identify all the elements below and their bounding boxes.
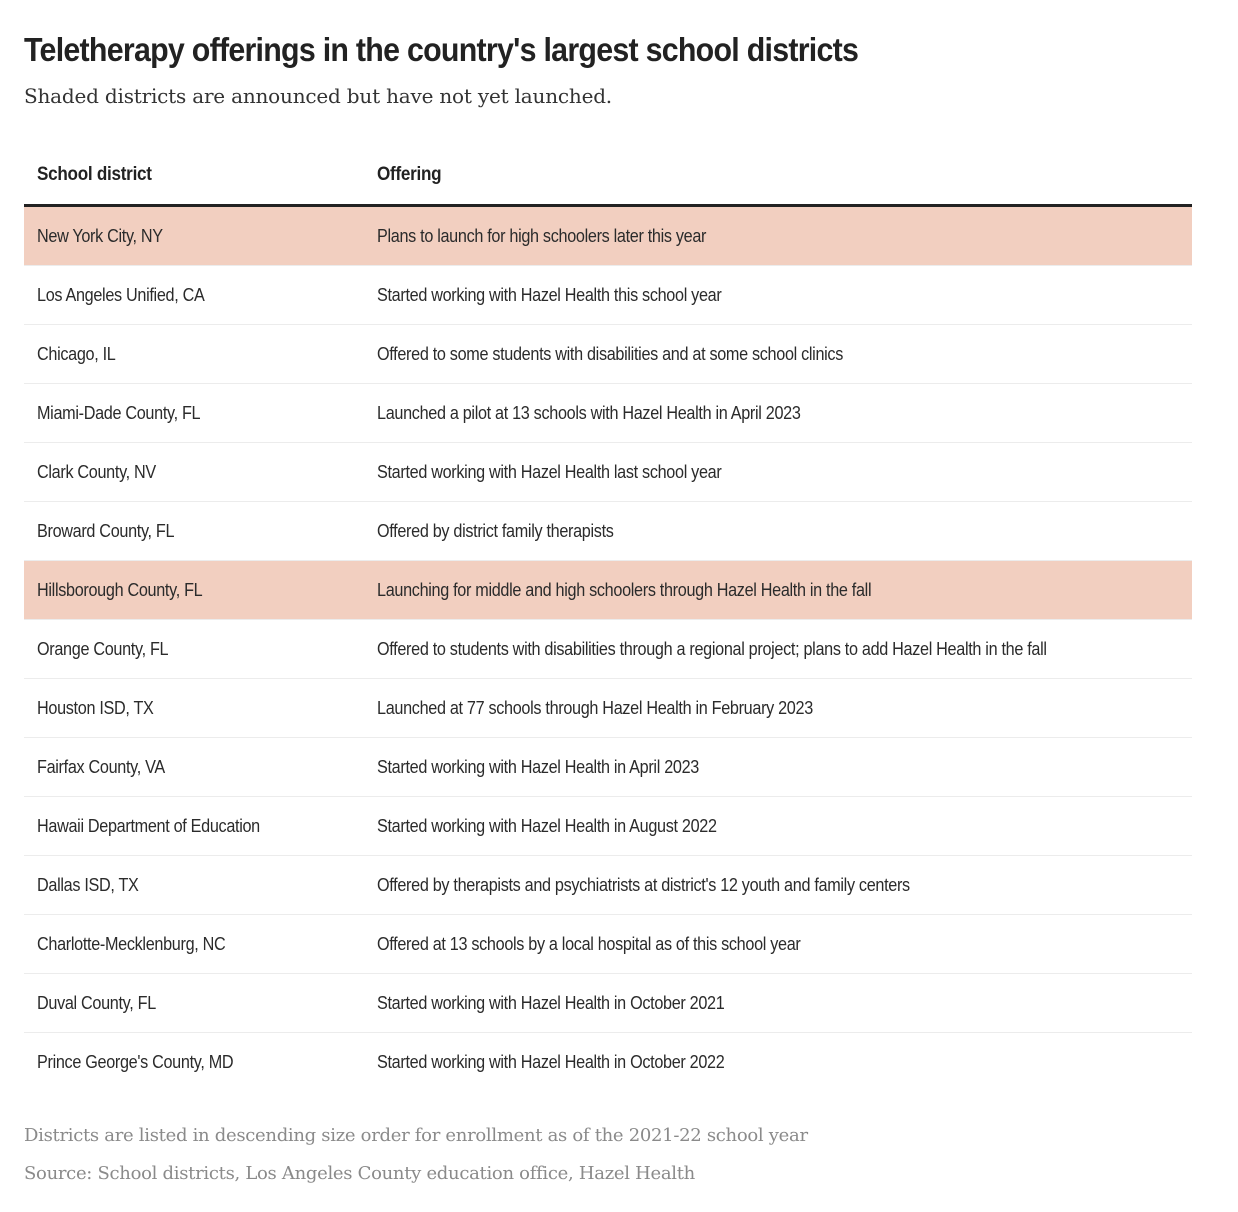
offering-text: Started working with Hazel Health last s… [377, 461, 722, 482]
offering-cell: Plans to launch for high schoolers later… [364, 205, 1192, 266]
ordering-note: Districts are listed in descending size … [24, 1125, 808, 1146]
offering-text: Started working with Hazel Health in Apr… [377, 756, 699, 777]
district-cell: Chicago, IL [24, 324, 364, 384]
offering-text: Started working with Hazel Health in Oct… [377, 992, 725, 1013]
offering-text: Offered to students with disabilities th… [377, 638, 1047, 659]
district-cell: Los Angeles Unified, CA [24, 265, 364, 325]
offering-cell: Started working with Hazel Health this s… [364, 265, 1192, 325]
district-name: Charlotte-Mecklenburg, NC [37, 933, 226, 954]
offering-text: Started working with Hazel Health in Oct… [377, 1051, 725, 1072]
table-row: Orange County, FL Offered to students wit… [24, 619, 1192, 679]
table-row: Hawaii Department of Education Started wo… [24, 796, 1192, 856]
district-name: Dallas ISD, TX [37, 874, 139, 895]
column-header-offering: Offering [364, 146, 1192, 207]
chart-container: Teletherapy offerings in the country's l… [24, 28, 1192, 1193]
offering-text: Started working with Hazel Health this s… [377, 284, 722, 305]
column-header-district-label: School district [37, 164, 152, 185]
table-body: New York City, NY Plans to launch for hig… [24, 205, 1192, 1092]
district-cell: Broward County, FL [24, 501, 364, 561]
offering-cell: Offered by therapists and psychiatrists … [364, 855, 1192, 915]
district-name: Chicago, IL [37, 343, 116, 364]
offering-cell: Started working with Hazel Health in Aug… [364, 796, 1192, 856]
offering-cell: Offered at 13 schools by a local hospita… [364, 914, 1192, 974]
offering-text: Launched a pilot at 13 schools with Haze… [377, 402, 801, 423]
district-name: New York City, NY [37, 225, 163, 246]
table-row: Prince George's County, MD Started workin… [24, 1033, 1192, 1092]
district-cell: Dallas ISD, TX [24, 855, 364, 915]
table-row: Chicago, IL Offered to some students with… [24, 324, 1192, 384]
table-row: Hillsborough County, FL Launching for mid… [24, 560, 1192, 620]
offering-text: Offered by district family therapists [377, 520, 614, 541]
table-row: Broward County, FL Offered by district fa… [24, 501, 1192, 561]
district-cell: Orange County, FL [24, 619, 364, 679]
offering-text: Launched at 77 schools through Hazel Hea… [377, 697, 813, 718]
district-name: Clark County, NV [37, 461, 156, 482]
column-header-offering-label: Offering [377, 164, 442, 185]
offering-cell: Launched a pilot at 13 schools with Haze… [364, 383, 1192, 443]
district-name: Hawaii Department of Education [37, 815, 260, 836]
district-name: Fairfax County, VA [37, 756, 165, 777]
district-name: Broward County, FL [37, 520, 175, 541]
district-cell: Hawaii Department of Education [24, 796, 364, 856]
table-row: Miami-Dade County, FL Launched a pilot at… [24, 383, 1192, 443]
district-name: Houston ISD, TX [37, 697, 154, 718]
district-name: Prince George's County, MD [37, 1051, 234, 1072]
table-header: School district Offering [24, 146, 1192, 207]
chart-notes: Districts are listed in descending size … [24, 1117, 1192, 1193]
district-cell: Prince George's County, MD [24, 1033, 364, 1092]
offering-cell: Started working with Hazel Health in Apr… [364, 737, 1192, 797]
district-cell: Clark County, NV [24, 442, 364, 502]
chart-title: Teletherapy offerings in the country's l… [24, 31, 859, 68]
district-name: Miami-Dade County, FL [37, 402, 201, 423]
table-row: Dallas ISD, TX Offered by therapists and … [24, 855, 1192, 915]
district-cell: Fairfax County, VA [24, 737, 364, 797]
district-cell: Duval County, FL [24, 973, 364, 1033]
offering-text: Launching for middle and high schoolers … [377, 579, 872, 600]
offering-cell: Launching for middle and high schoolers … [364, 560, 1192, 620]
offering-text: Offered by therapists and psychiatrists … [377, 874, 910, 895]
table-row: New York City, NY Plans to launch for hig… [24, 205, 1192, 266]
district-cell: New York City, NY [24, 205, 364, 266]
offering-cell: Offered by district family therapists [364, 501, 1192, 561]
offering-cell: Offered to some students with disabiliti… [364, 324, 1192, 384]
offering-text: Started working with Hazel Health in Aug… [377, 815, 717, 836]
chart-subtitle: Shaded districts are announced but have … [24, 84, 612, 108]
district-name: Los Angeles Unified, CA [37, 284, 205, 305]
offering-cell: Started working with Hazel Health last s… [364, 442, 1192, 502]
table-row: Los Angeles Unified, CA Started working w… [24, 265, 1192, 325]
source-note: Source: School districts, Los Angeles Co… [24, 1163, 695, 1184]
offering-cell: Launched at 77 schools through Hazel Hea… [364, 678, 1192, 738]
districts-table: School district Offering New York City, … [24, 146, 1192, 1091]
table-row: Houston ISD, TX Launched at 77 schools th… [24, 678, 1192, 738]
district-cell: Miami-Dade County, FL [24, 383, 364, 443]
header-row: School district Offering [24, 146, 1192, 207]
district-name: Orange County, FL [37, 638, 169, 659]
table-row: Fairfax County, VA Started working with H… [24, 737, 1192, 797]
table-row: Charlotte-Mecklenburg, NC Offered at 13 s… [24, 914, 1192, 974]
offering-cell: Started working with Hazel Health in Oct… [364, 973, 1192, 1033]
offering-text: Plans to launch for high schoolers later… [377, 225, 707, 246]
district-cell: Charlotte-Mecklenburg, NC [24, 914, 364, 974]
table-row: Duval County, FL Started working with Haz… [24, 973, 1192, 1033]
offering-cell: Offered to students with disabilities th… [364, 619, 1192, 679]
offering-text: Offered at 13 schools by a local hospita… [377, 933, 801, 954]
district-cell: Houston ISD, TX [24, 678, 364, 738]
table-row: Clark County, NV Started working with Haz… [24, 442, 1192, 502]
district-cell: Hillsborough County, FL [24, 560, 364, 620]
offering-cell: Started working with Hazel Health in Oct… [364, 1033, 1192, 1092]
district-name: Duval County, FL [37, 992, 156, 1013]
column-header-district: School district [24, 146, 364, 207]
offering-text: Offered to some students with disabiliti… [377, 343, 844, 364]
district-name: Hillsborough County, FL [37, 579, 203, 600]
